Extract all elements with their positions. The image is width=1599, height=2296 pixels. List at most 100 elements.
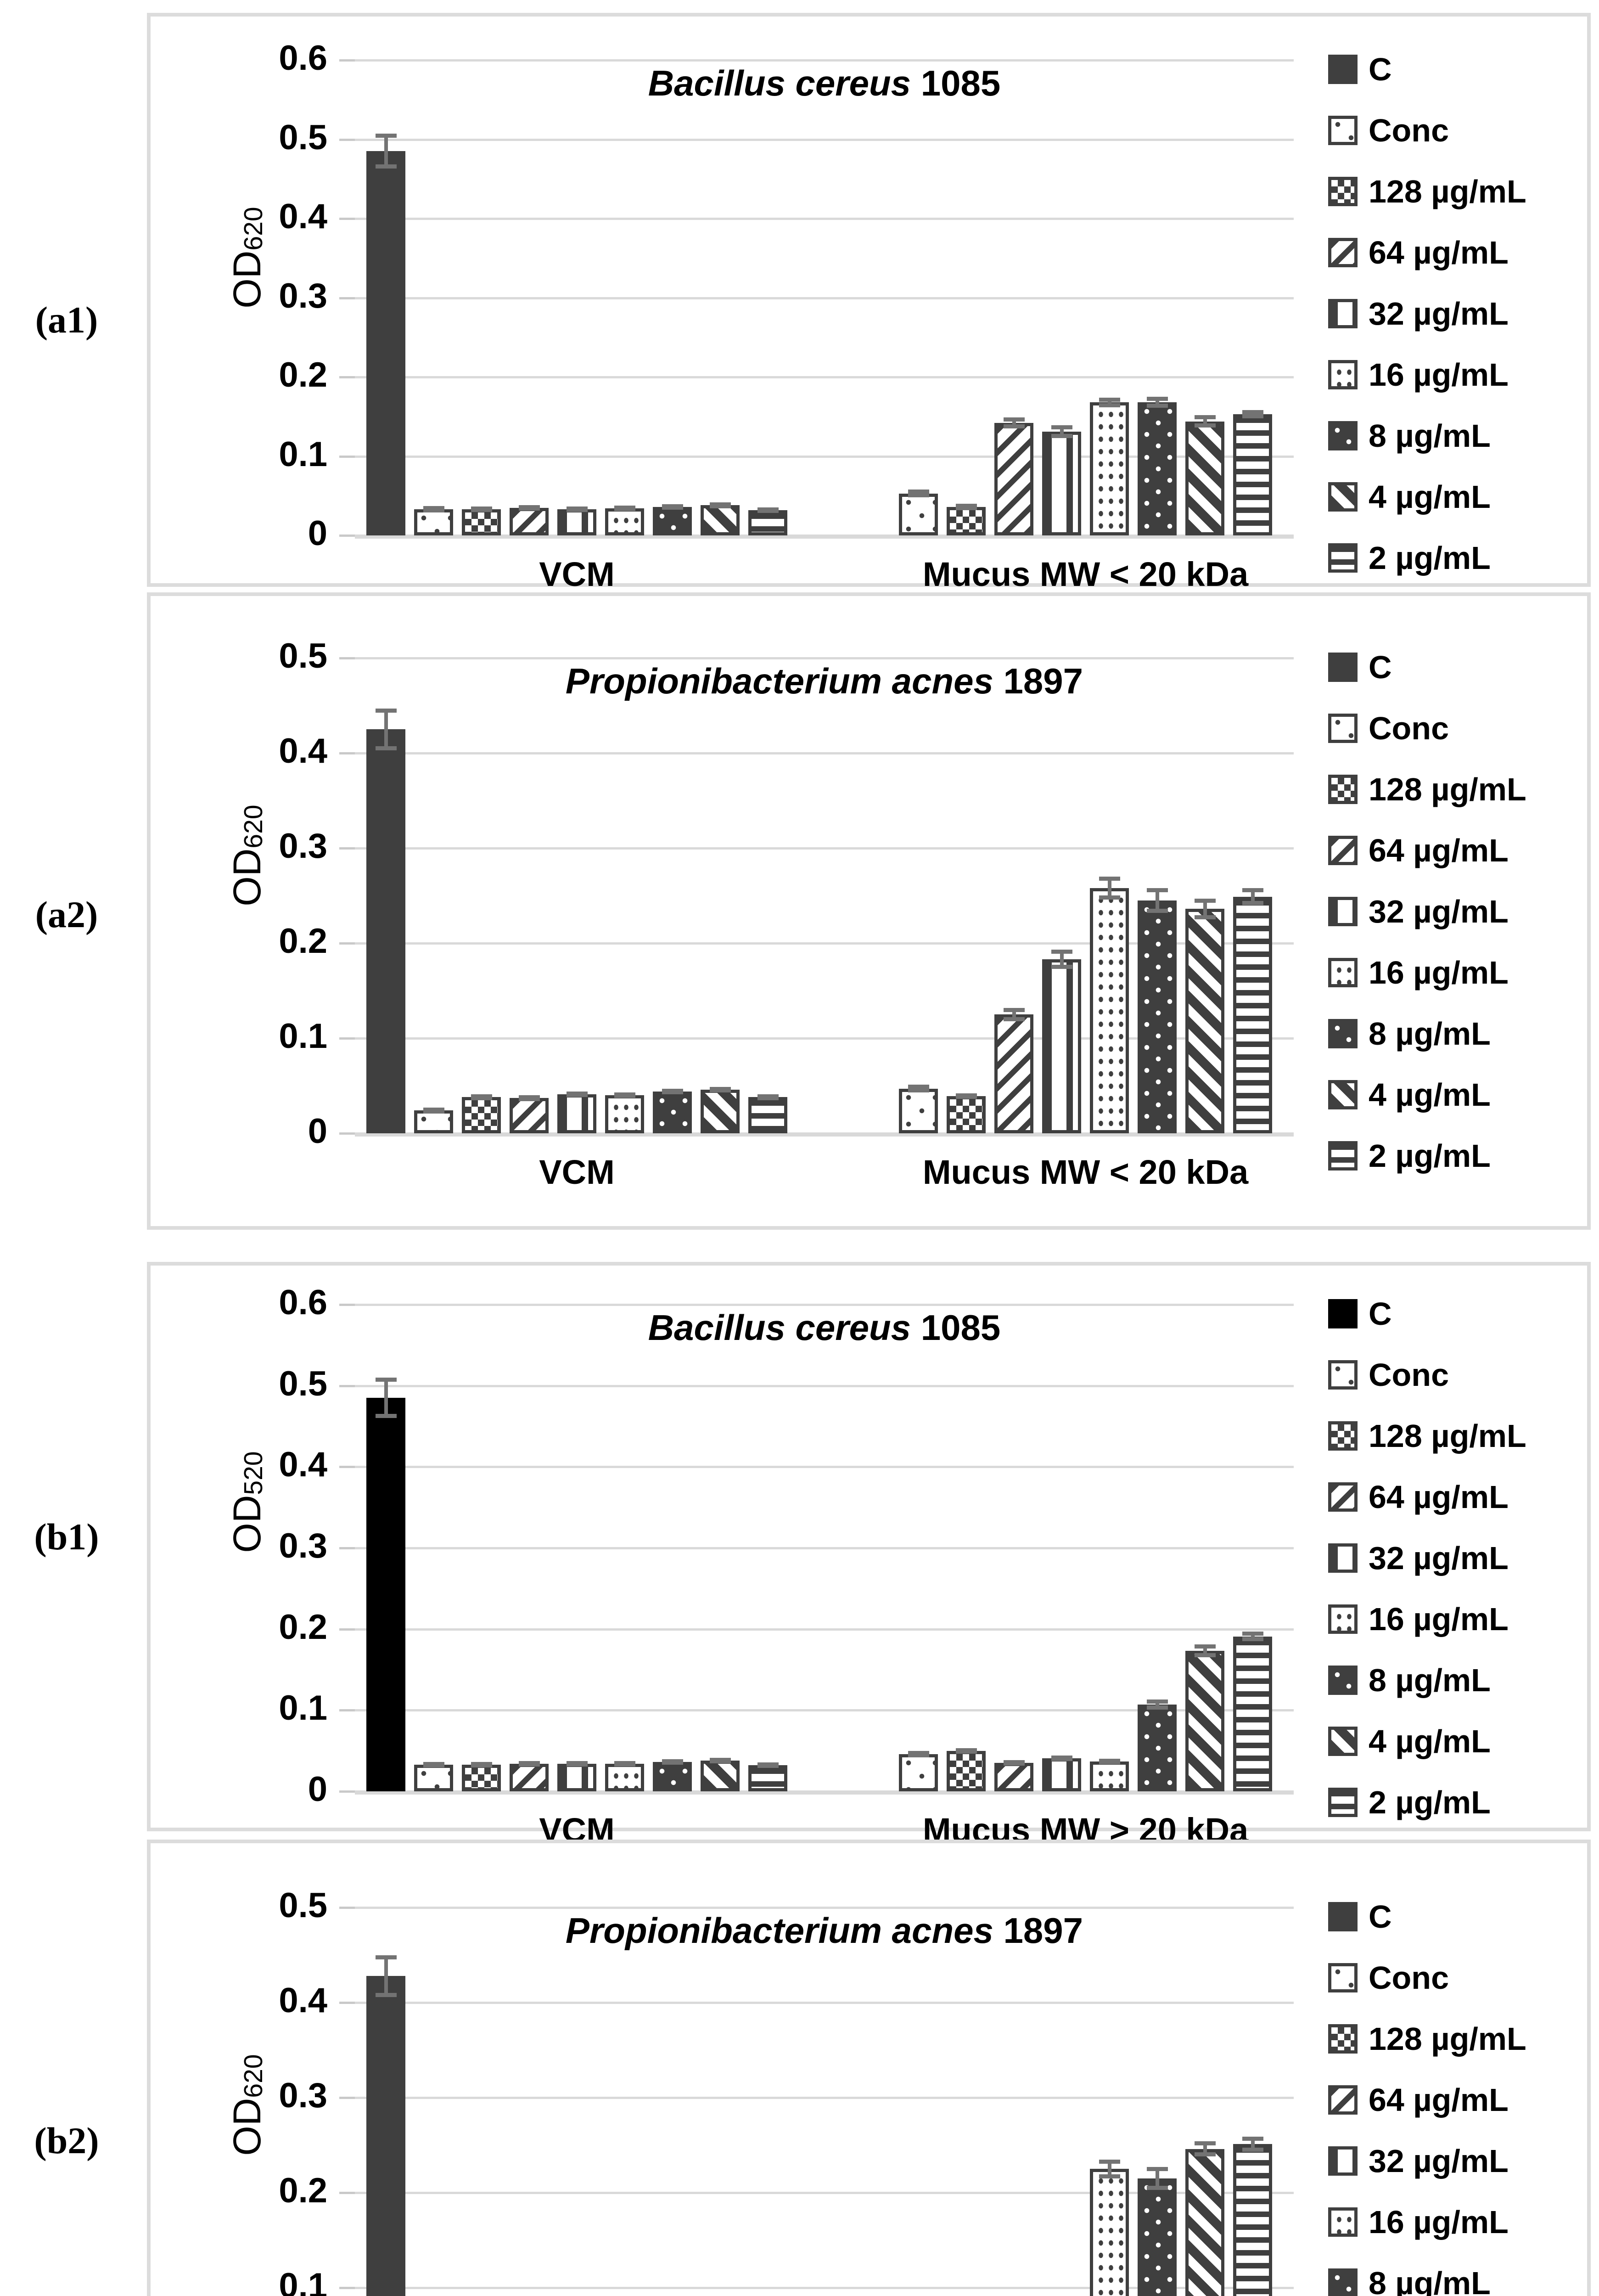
y-axis-tick-label: 0.4: [279, 197, 327, 236]
error-bar-line: [384, 134, 388, 169]
error-bar-cap-bottom: [1051, 433, 1072, 438]
legend-item-8-g-ml: 8 µg/mL: [1328, 2265, 1526, 2296]
error-bar-cap-bottom: [375, 746, 397, 750]
error-bar-mucus-mw-20-kda-16-g-ml: [1099, 1758, 1120, 1764]
bar-mucus-mw-20-kda-8-g-ml: [1138, 1704, 1177, 1791]
error-bar-mucus-mw-20-kda-8-g-ml: [1146, 397, 1168, 408]
chart-title-species: Bacillus cereus: [648, 63, 911, 103]
legend-label-128-g-ml: 128 µg/mL: [1369, 1418, 1526, 1454]
legend-swatch-c: [1328, 1902, 1358, 1931]
legend-swatch-c: [1328, 1299, 1358, 1328]
y-axis-tick-label: 0: [308, 1770, 327, 1809]
error-bar-vcm-32-g-ml: [566, 1091, 588, 1097]
bar-vcm-8-g-ml: [653, 1762, 692, 1791]
error-bar-vcm-16-g-ml: [614, 506, 635, 512]
legend-label-c: C: [1369, 649, 1392, 685]
plot-area: [355, 1908, 1294, 2296]
chart-panel-a2: OD 620 0.5 0.4 0.3 0.2 0.1 0 Propionibacterium a…: [147, 592, 1591, 1230]
legend-swatch-128-g-ml: [1328, 177, 1358, 206]
error-bar-mucus-mw-20-kda-2-g-ml: [1242, 410, 1263, 418]
chart-title-strain: 1085: [911, 1307, 1001, 1348]
error-bar-cap-top: [1099, 2159, 1120, 2164]
legend-label-64-g-ml: 64 µg/mL: [1369, 2082, 1509, 2118]
legend-label-conc: Conc: [1369, 1960, 1449, 1996]
chart-title-species: Bacillus cereus: [648, 1307, 911, 1348]
y-axis-tick-label: 0.4: [279, 732, 327, 771]
y-axis-tick: [339, 297, 355, 299]
y-axis-tick-label: 0.2: [279, 922, 327, 961]
legend: C Conc 128 µg/mL 64 µg/mL 32 µg/mL 16 µg/mL 8 …: [1328, 649, 1526, 1174]
error-bar-vcm-8-g-ml: [662, 1088, 683, 1095]
error-bar-vcm-128-g-ml: [471, 1761, 492, 1767]
error-bar-cap-bottom: [375, 1414, 397, 1418]
error-bar-cap-top: [1146, 1699, 1168, 1704]
legend-label-c: C: [1369, 51, 1392, 87]
error-bar-cap-top: [375, 708, 397, 713]
error-bar-cap-top: [1242, 888, 1263, 892]
error-bar-cap-top: [1194, 2141, 1216, 2146]
gridline: [355, 59, 1294, 62]
legend-item-conc: Conc: [1328, 710, 1526, 747]
error-bar-mucus-mw-20-kda-2-g-ml: [1242, 888, 1263, 906]
chart-panel-a1: OD 620 0.6 0.5 0.4 0.3 0.2 0.1 0 Bacillus cereus …: [147, 13, 1591, 593]
error-bar-line: [1251, 2136, 1255, 2152]
error-bar-cap-top: [1003, 417, 1025, 422]
bar-mucus-mw-20-kda-128-g-ml: [947, 1750, 986, 1791]
error-bar-cap-bottom: [1194, 423, 1216, 428]
error-bar-cap-bottom: [1242, 2147, 1263, 2152]
error-bar-vcm-conc: [423, 1761, 444, 1767]
error-bar-vcm-4-g-ml: [709, 502, 731, 509]
legend-swatch-32-g-ml: [1328, 897, 1358, 926]
gridline: [355, 657, 1294, 659]
error-bar-cap-top: [908, 1750, 929, 1755]
error-bar-cap-top: [375, 1955, 397, 1959]
error-bar-vcm-2-g-ml: [757, 507, 779, 513]
bar-vcm-64-g-ml: [510, 1098, 549, 1133]
bar-mucus-mw-20-kda-4-g-ml: [1185, 421, 1224, 535]
legend: C Conc 128 µg/mL 64 µg/mL 32 µg/mL 16 µg/mL 8 …: [1328, 1295, 1526, 1821]
chart-title-strain: 1897: [993, 1910, 1083, 1951]
bar-mucus-mw-20-kda-conc: [899, 1088, 938, 1133]
legend-swatch-8-g-ml: [1328, 2268, 1358, 2296]
error-bar-mucus-mw-20-kda-128-g-ml: [955, 504, 977, 510]
bar-mucus-mw-20-kda-2-g-ml: [1233, 1636, 1272, 1791]
y-axis-tick: [339, 1709, 355, 1712]
error-bar-vcm-128-g-ml: [471, 506, 492, 512]
bar-mucus-mw-20-kda-64-g-ml: [994, 1014, 1033, 1133]
legend-swatch-8-g-ml: [1328, 421, 1358, 450]
bar-mucus-mw-20-kda-16-g-ml: [1090, 2169, 1129, 2296]
error-bar-line: [1107, 877, 1111, 900]
legend-item-64-g-ml: 64 µg/mL: [1328, 1479, 1526, 1515]
error-bar-cap-top: [1146, 888, 1168, 892]
legend-label-8-g-ml: 8 µg/mL: [1369, 418, 1491, 454]
error-bar-cap-bottom: [1099, 403, 1120, 407]
y-axis-tick-label: 0.3: [279, 827, 327, 866]
error-bar-cap-top: [1194, 1644, 1216, 1649]
legend-item-conc: Conc: [1328, 112, 1526, 149]
legend: C Conc 128 µg/mL 64 µg/mL 32 µg/mL 16 µg/mL 8 …: [1328, 1898, 1526, 2296]
bar-mucus-mw-20-kda-16-g-ml: [1090, 402, 1129, 535]
bar-mucus-mw-20-kda-64-g-ml: [994, 1763, 1033, 1791]
error-bar-cap-bottom: [423, 508, 444, 512]
error-bar-cap-top: [1099, 397, 1120, 402]
legend-item-16-g-ml: 16 µg/mL: [1328, 1601, 1526, 1638]
chart-title: Propionibacterium acnes 1897: [355, 1910, 1294, 1952]
bar-mucus-mw-20-kda-8-g-ml: [1138, 900, 1177, 1133]
error-bar-cap-top: [908, 489, 929, 494]
legend-label-8-g-ml: 8 µg/mL: [1369, 1662, 1491, 1698]
legend-label-32-g-ml: 32 µg/mL: [1369, 296, 1509, 332]
legend-item-32-g-ml: 32 µg/mL: [1328, 295, 1526, 332]
bar-vcm-2-g-ml: [748, 1097, 787, 1133]
bar-mucus-mw-20-kda-128-g-ml: [947, 1096, 986, 1133]
legend-item-16-g-ml: 16 µg/mL: [1328, 954, 1526, 991]
x-axis-group-label-mucus-mw-20-kda: Mucus MW < 20 kDa: [922, 555, 1249, 593]
y-axis-tick-label: 0.4: [279, 1981, 327, 2020]
error-bar-line: [384, 1378, 388, 1418]
error-bar-vcm-conc: [423, 506, 444, 512]
error-bar-cap-bottom: [757, 1764, 779, 1768]
bar-mucus-mw-20-kda-8-g-ml: [1138, 2178, 1177, 2296]
error-bar-mucus-mw-20-kda-64-g-ml: [1003, 1760, 1025, 1766]
bar-vcm-64-g-ml: [510, 1763, 549, 1791]
legend-label-c: C: [1369, 1296, 1392, 1332]
